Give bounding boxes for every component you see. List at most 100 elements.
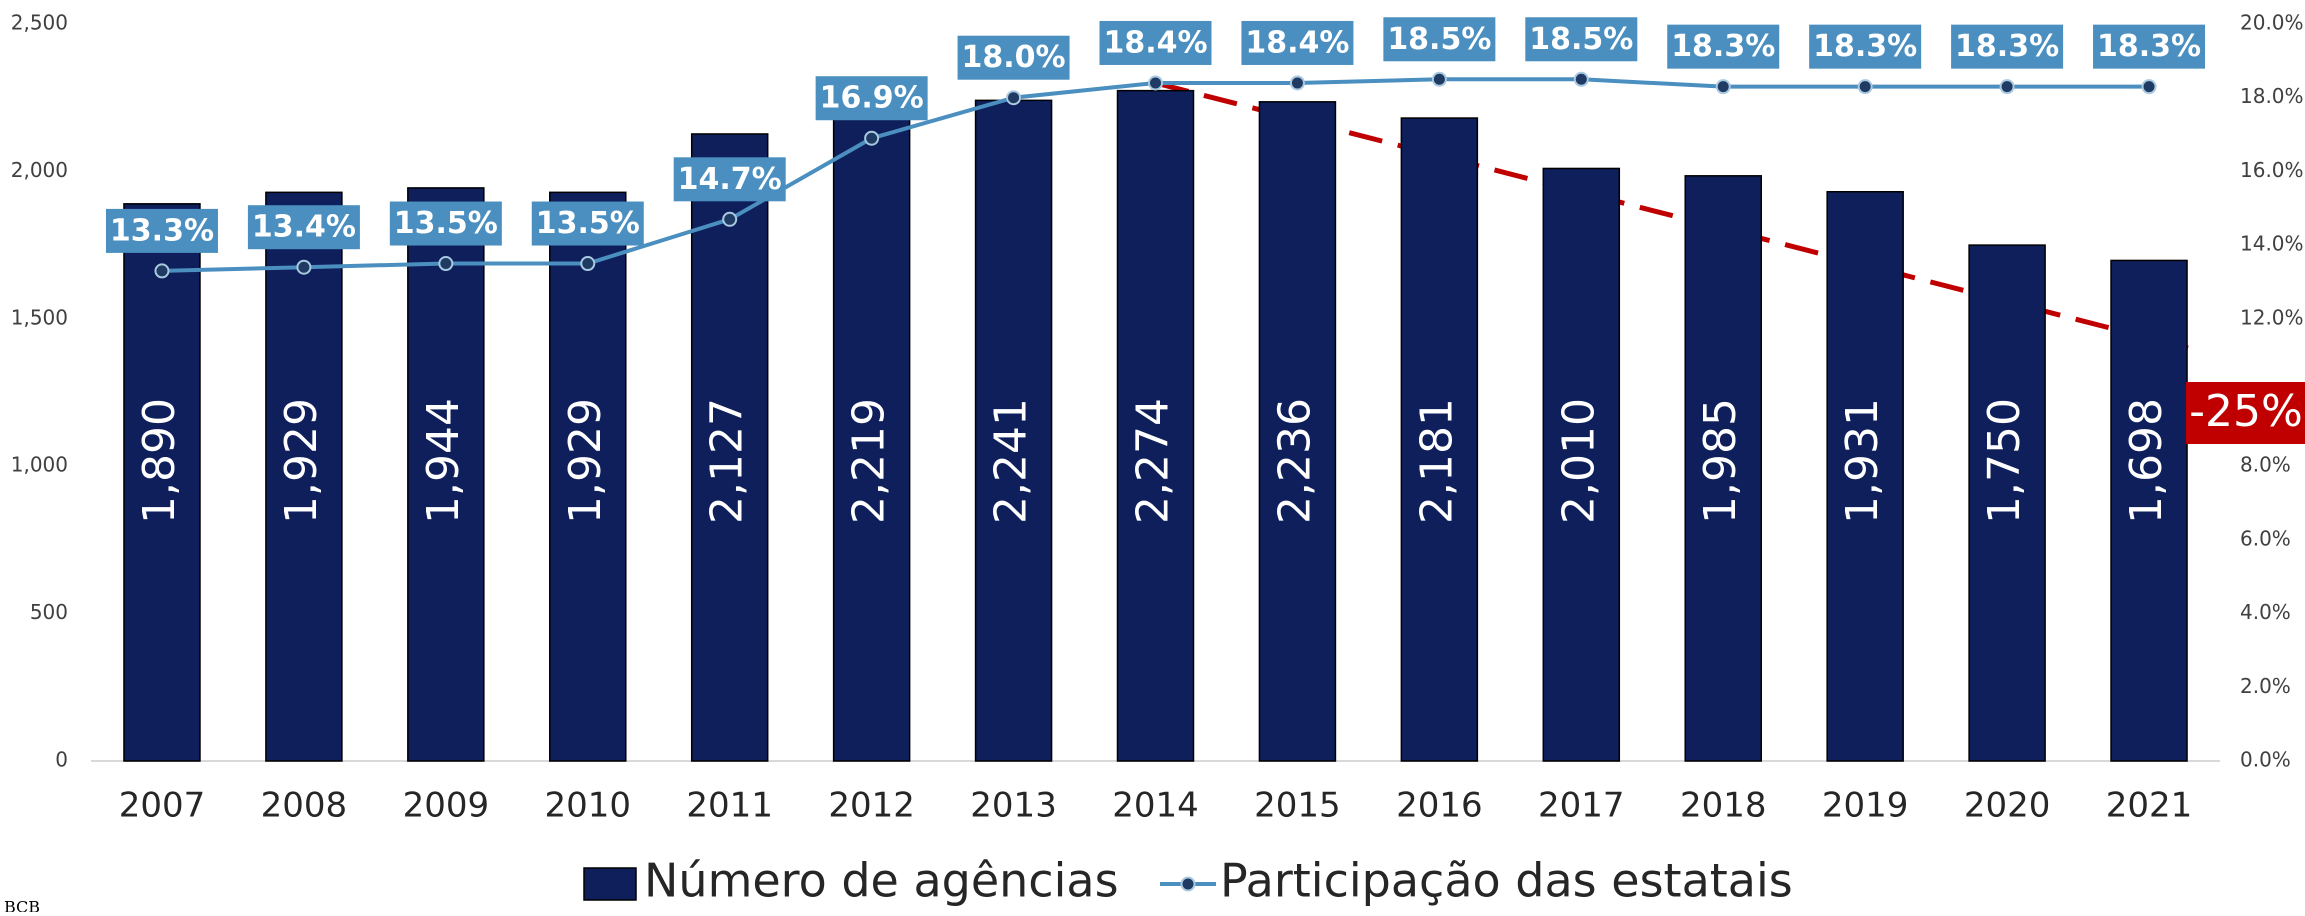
bar-value-label: 2,181 — [1411, 398, 1462, 524]
x-tick-label: 2015 — [1254, 786, 1341, 826]
line-marker — [864, 130, 880, 146]
y-tick-label: 1,000 — [11, 453, 68, 477]
y2-tick-label: 14.0% — [2240, 232, 2304, 256]
bar-value-label: 2,274 — [1128, 398, 1179, 524]
value-label-box — [1667, 24, 1780, 69]
x-tick-label: 2020 — [1964, 786, 2051, 826]
annotation: -25% — [2189, 386, 2303, 437]
bar-value-label: 1,750 — [1979, 398, 2030, 524]
bar-value-label: 1,985 — [1695, 398, 1746, 524]
line-value-label: 18.3% — [1671, 29, 1775, 64]
x-tick-label: 2018 — [1680, 786, 1767, 826]
bar — [1542, 167, 1621, 762]
value-label-box — [673, 157, 786, 202]
x-tick-label: 2019 — [1822, 786, 1909, 826]
bar — [974, 99, 1053, 762]
bar — [123, 203, 201, 762]
bar-value-label: 2,127 — [702, 398, 753, 524]
line-value-label: 13.5% — [536, 206, 640, 241]
y2-tick-label: 12.0% — [2240, 305, 2304, 329]
x-tick-label: 2010 — [545, 786, 632, 826]
line-marker — [1431, 71, 1447, 87]
bar-value-label: 1,890 — [134, 398, 185, 524]
x-tick-label: 2014 — [1112, 786, 1199, 826]
y2-tick-label: 2.0% — [2240, 674, 2291, 698]
y-tick-label: 500 — [30, 600, 68, 624]
line-value-label: 18.3% — [1955, 29, 2059, 64]
line-marker — [1857, 79, 1873, 95]
legend-marker — [1180, 876, 1196, 892]
y-tick-label: 2,500 — [11, 11, 68, 35]
line-value-label: 18.0% — [962, 40, 1066, 75]
bar — [549, 191, 627, 762]
bar — [1400, 117, 1479, 762]
x-tick-label: 2013 — [970, 786, 1057, 826]
line-marker — [580, 256, 596, 272]
value-label-box — [957, 35, 1070, 80]
value-label-box — [1951, 24, 2064, 69]
line-value-label: 18.3% — [1813, 29, 1917, 64]
legend-label: Número de agências — [644, 854, 1119, 908]
y2-tick-label: 4.0% — [2240, 600, 2291, 624]
bar-value-label: 2,241 — [986, 398, 1037, 524]
bar-value-label: 1,929 — [560, 398, 611, 524]
bar-value-label: 2,236 — [1269, 398, 1320, 524]
line-marker — [154, 263, 170, 279]
x-tick-label: 2021 — [2106, 786, 2193, 826]
x-tick-label: 2016 — [1396, 786, 1483, 826]
bar — [1826, 190, 1904, 762]
line-value-label: 18.5% — [1387, 22, 1491, 57]
y-tick-label: 0 — [55, 748, 68, 772]
line-value-label: 18.3% — [2097, 29, 2201, 64]
bar — [832, 106, 911, 762]
bar — [1968, 244, 2046, 762]
value-label-box — [1099, 20, 1212, 65]
line-value-label: 18.5% — [1529, 22, 1633, 57]
source: BCB — [4, 898, 40, 913]
y2-tick-label: 8.0% — [2240, 453, 2291, 477]
bar-value-label: 2,010 — [1553, 398, 1604, 524]
x-tick-label: 2011 — [686, 786, 773, 826]
line-marker — [1999, 79, 2015, 95]
y2-tick-label: 20.0% — [2240, 11, 2304, 35]
x-tick-label: 2017 — [1538, 786, 1625, 826]
value-label-box — [105, 208, 218, 253]
x-tick-label: 2008 — [261, 786, 348, 826]
line-marker — [438, 256, 454, 272]
line-value-label: 13.3% — [110, 213, 214, 248]
legend-swatch — [583, 867, 637, 901]
line-marker — [722, 211, 738, 227]
bar — [2110, 259, 2188, 762]
bar — [1116, 89, 1195, 762]
line-marker — [1573, 71, 1589, 87]
bar — [407, 187, 485, 762]
value-label-box — [531, 201, 644, 246]
bar-value-label: 1,931 — [1837, 398, 1888, 524]
x-tick-label: 2007 — [119, 786, 206, 826]
line-value-label: 13.5% — [394, 206, 498, 241]
y-tick-label: 1,500 — [11, 305, 68, 329]
value-label-box — [2093, 24, 2206, 69]
line-marker — [1715, 79, 1731, 95]
y2-tick-label: 0.0% — [2240, 748, 2291, 772]
value-label-box — [389, 201, 502, 246]
value-label-box — [1383, 17, 1496, 62]
bar — [265, 191, 343, 762]
line-value-label: 18.4% — [1245, 25, 1349, 60]
annotation-box — [2186, 382, 2305, 444]
y2-tick-label: 6.0% — [2240, 526, 2291, 550]
line-marker — [1006, 90, 1022, 106]
bar — [1258, 101, 1337, 762]
bar-value-label: 1,698 — [2121, 398, 2172, 524]
line-marker — [2141, 79, 2157, 95]
value-label-box — [1809, 24, 1922, 69]
value-label-box — [247, 205, 360, 250]
bar-value-label: 1,929 — [276, 398, 327, 524]
value-label-box — [1241, 20, 1354, 65]
line-value-label: 13.4% — [252, 210, 356, 245]
line-marker — [296, 259, 312, 275]
y2-tick-label: 18.0% — [2240, 84, 2304, 108]
line-marker — [1148, 75, 1163, 91]
bar-value-label: 1,944 — [418, 398, 469, 524]
